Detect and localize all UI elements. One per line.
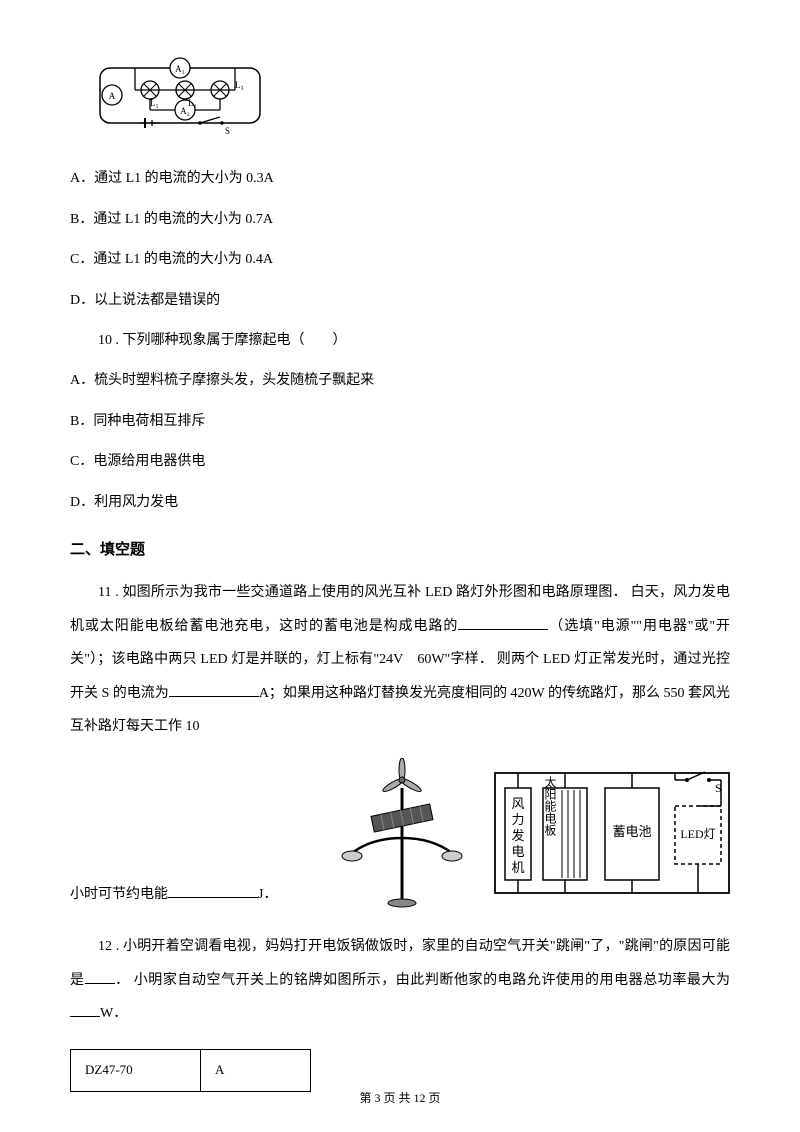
svg-text:LED灯: LED灯: [681, 827, 716, 841]
nameplate-table: DZ47-70 A: [70, 1049, 311, 1092]
page-footer: 第 3 页 共 12 页: [0, 1089, 800, 1108]
svg-text:L₃: L₃: [235, 80, 244, 90]
table-cell-1: DZ47-70: [71, 1050, 201, 1092]
q10-option-b: B．同种电荷相互排斥: [70, 411, 730, 433]
q11-paragraph: 11 . 如图所示为我市一些交通道路上使用的风光互补 LED 路灯外形图和电路原…: [70, 576, 730, 744]
q11-figure-row: 小时可节约电能 J．: [70, 758, 730, 916]
streetlight-illustration: [337, 758, 467, 916]
svg-text:S: S: [225, 126, 230, 136]
q10-option-d: D．利用风力发电: [70, 492, 730, 514]
q9-option-c: C．通过 L1 的电流的大小为 0.4A: [70, 249, 730, 271]
svg-text:发: 发: [512, 828, 525, 843]
q9-option-d: D．以上说法都是错误的: [70, 290, 730, 312]
q11-blank-3: [168, 884, 258, 898]
svg-text:风: 风: [512, 796, 525, 811]
section-2-heading: 二、填空题: [70, 538, 730, 562]
page-current: 3: [374, 1091, 380, 1105]
q10-option-a: A．梳头时塑料梳子摩擦头发，头发随梳子飘起来: [70, 370, 730, 392]
q12-text-tail: W．: [100, 1006, 127, 1021]
circuit-diagram-q9: A₁ A A₂ L₁ L₂ L₃ S: [90, 50, 730, 148]
q10-stem: 10 . 下列哪种现象属于摩擦起电（ ）: [70, 330, 730, 352]
svg-text:蓄电池: 蓄电池: [613, 824, 652, 839]
q11-tail-right: J．: [258, 887, 277, 902]
q11-tail-left: 小时可节约电能: [70, 887, 168, 902]
svg-text:太阳能电板: 太阳能电板: [543, 774, 557, 836]
q12-blank-1: [85, 970, 115, 984]
q12-paragraph: 12 . 小明开着空调看电视，妈妈打开电饭锅做饭时，家里的自动空气开关"跳闸"了…: [70, 930, 730, 1031]
q11-blank-1: [458, 616, 548, 630]
q11-blank-2: [169, 683, 259, 697]
q9-option-a: A．通过 L1 的电流的大小为 0.3A: [70, 168, 730, 190]
q9-option-b: B．通过 L1 的电流的大小为 0.7A: [70, 209, 730, 231]
svg-text:A₁: A₁: [175, 64, 185, 74]
svg-text:L₂: L₂: [188, 98, 197, 108]
table-cell-2: A: [201, 1050, 311, 1092]
q10-option-c: C．电源给用电器供电: [70, 451, 730, 473]
table-row: DZ47-70 A: [71, 1050, 311, 1092]
q11-tail-text: 小时可节约电能 J．: [70, 884, 277, 906]
circuit-principle-diagram: 风 力 发 电 机 太阳能电板 蓄电池 LED灯 S: [487, 758, 737, 916]
svg-text:电: 电: [512, 844, 525, 859]
q12-blank-2: [70, 1003, 100, 1017]
q12-text-mid: ． 小明家自动空气开关上的铭牌如图所示，由此判断他家的电路允许使用的用电器总功率…: [115, 973, 730, 988]
svg-text:力: 力: [512, 812, 525, 827]
svg-text:机: 机: [512, 860, 525, 875]
svg-text:L₁: L₁: [150, 98, 159, 108]
page-total: 12: [414, 1091, 426, 1105]
svg-text:A: A: [109, 91, 116, 101]
